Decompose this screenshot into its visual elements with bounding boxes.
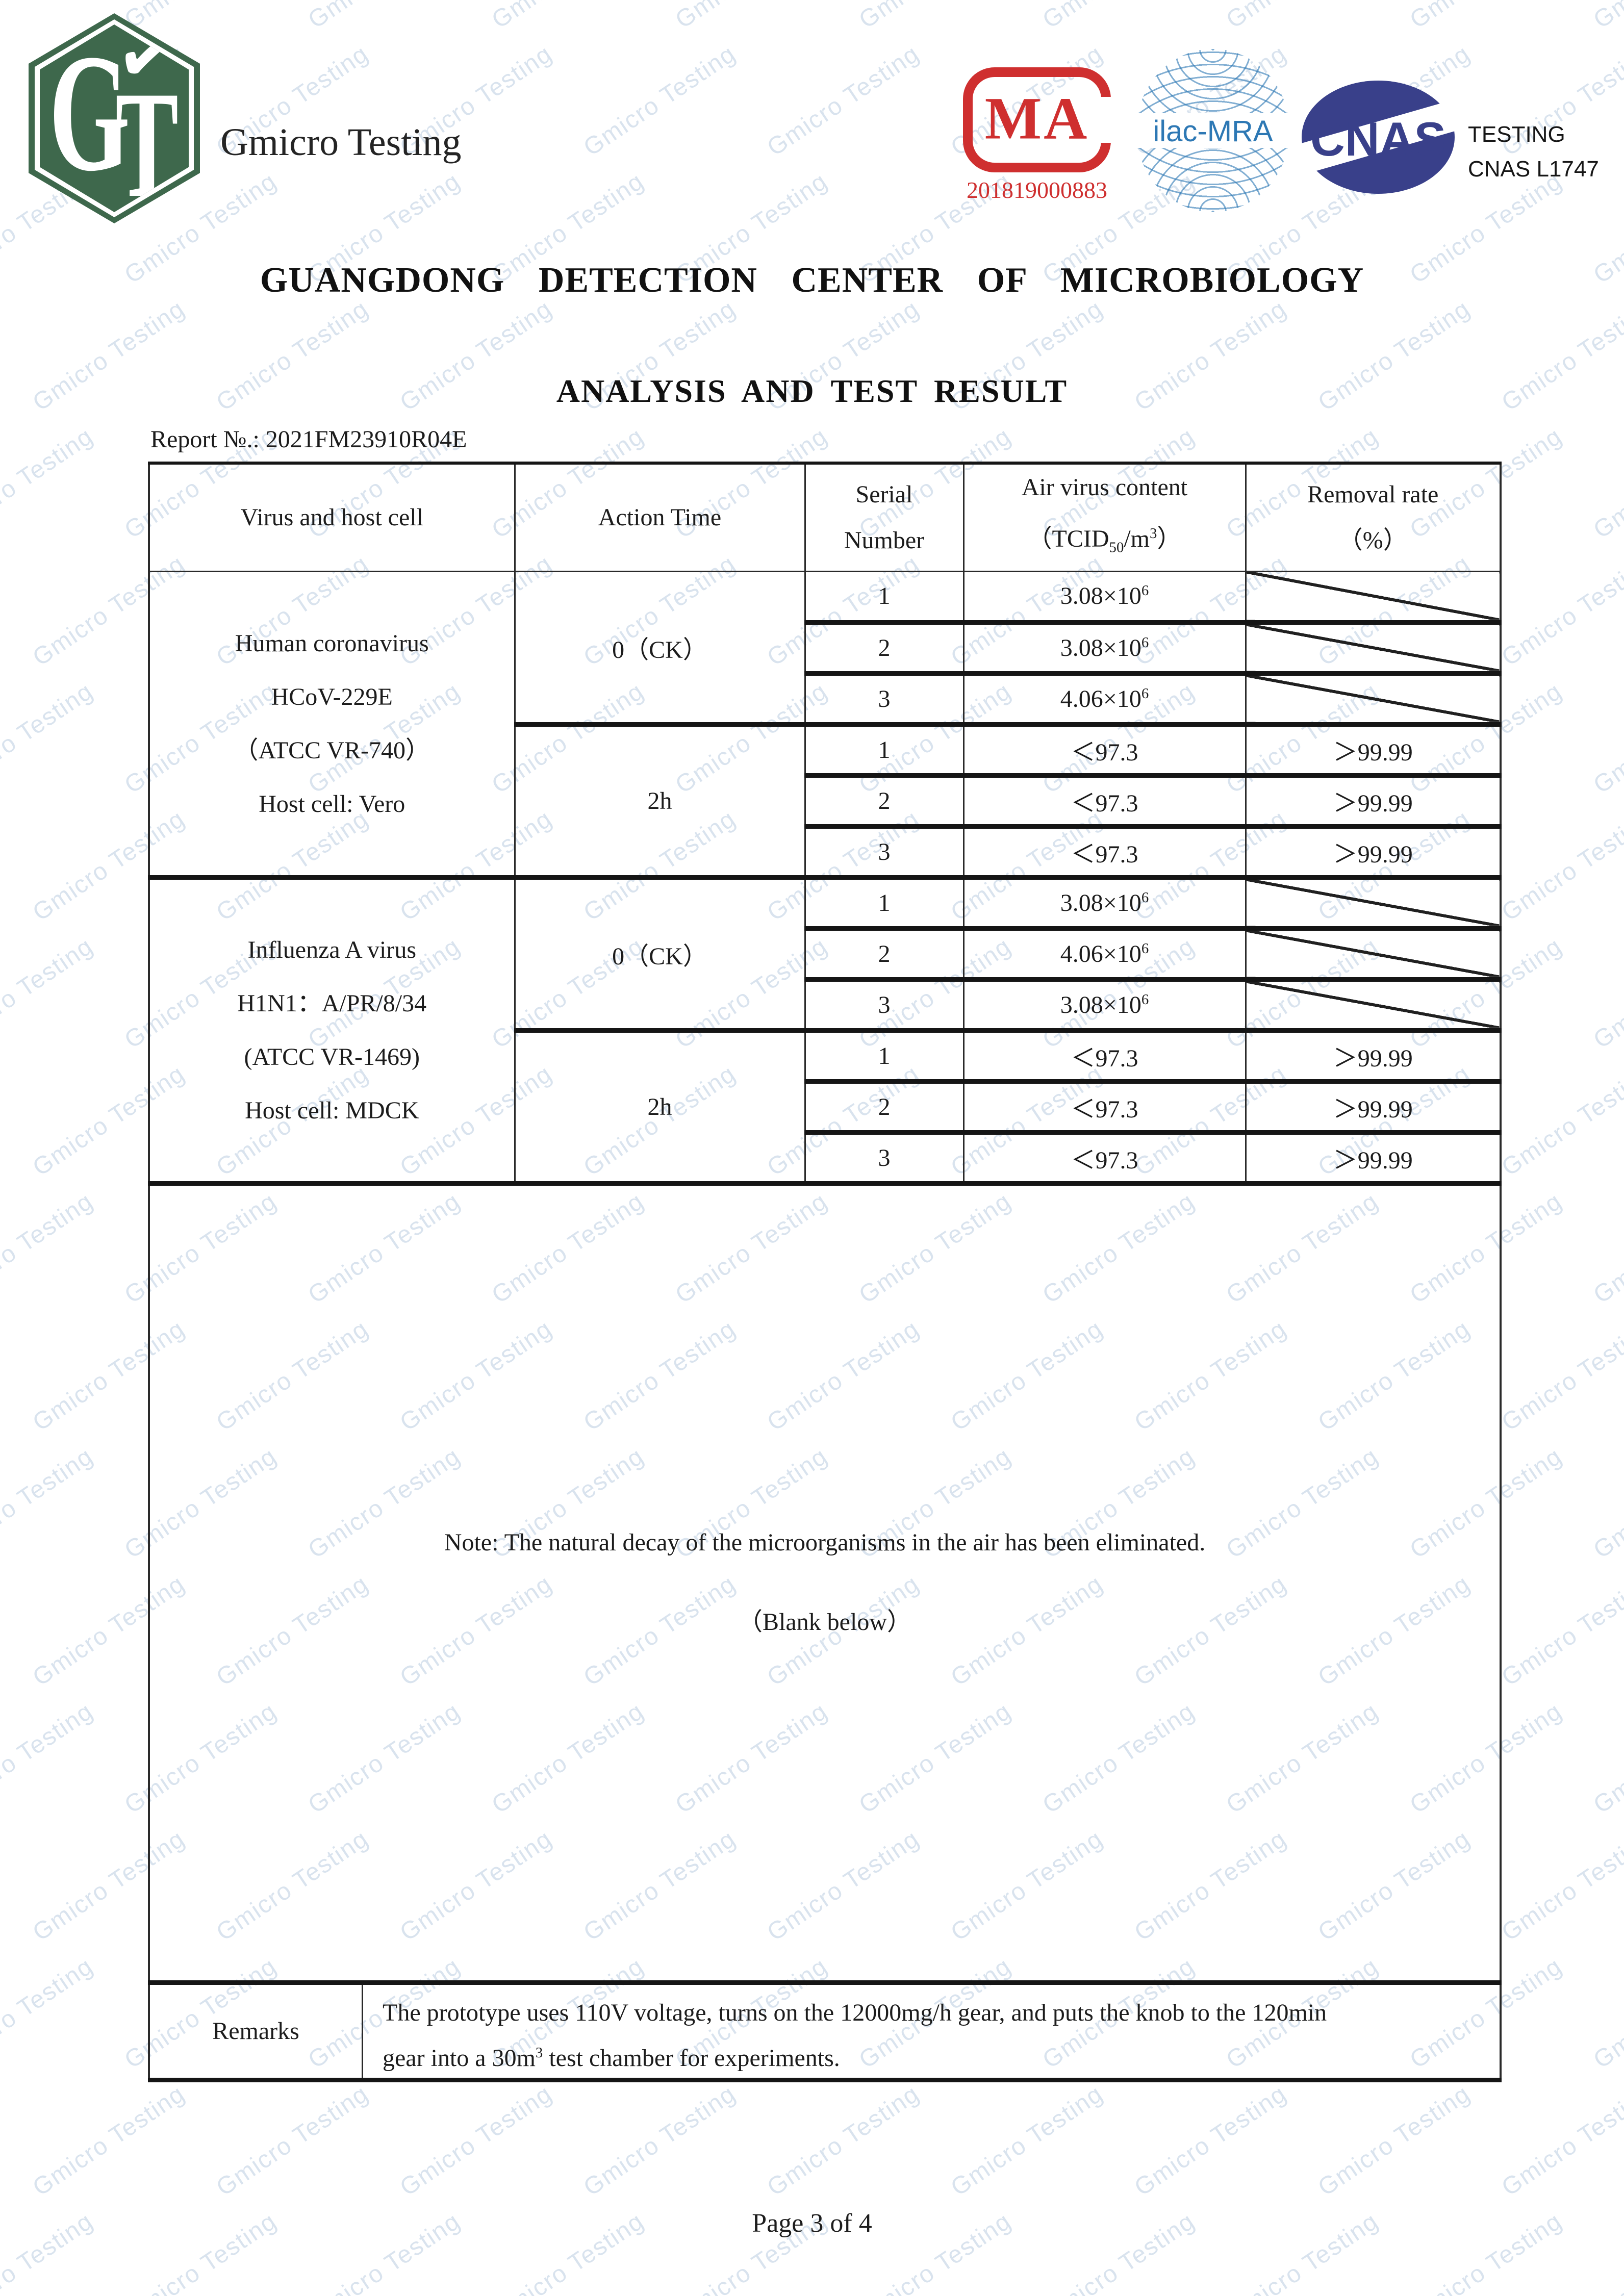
virus-content-cell: 3.08×106 [962,977,1247,1031]
virus-host-cell-1: Human coronavirus HCoV-229E （ATCC VR-740… [148,570,516,878]
remarks-row: Remarks The prototype uses 110V voltage,… [148,1980,1502,2081]
virus-content-cell: ＜97.3 [962,722,1247,776]
action-time-cell: 2h [514,722,806,878]
removal-cell: ＞99.99 [1245,1028,1502,1082]
col-header-content: Air virus content （TCID50/m3） [962,462,1247,572]
cma-certificate-number: 201819000883 [967,177,1107,203]
col-header-action: Action Time [514,462,806,572]
removal-cell-crossed [1245,620,1502,674]
ilac-mra-label: ilac-MRA [1153,115,1273,148]
removal-cell: ＞99.99 [1245,1079,1502,1133]
report-number: Report №.: 2021FM23910R04E [150,426,467,453]
virus-content-cell: ＜97.3 [962,1028,1247,1082]
virus-content-cell: ＜97.3 [962,773,1247,827]
cma-ring-notch [1097,97,1113,143]
note-row: Note: The natural decay of the microorga… [148,1181,1502,1983]
serial-cell: 3 [804,824,965,878]
note-cell: Note: The natural decay of the microorga… [148,1181,1502,1983]
table-row: 3 3.08×106 [149,977,1502,1031]
table-header-row: Virus and host cell Action Time Serial N… [148,462,1502,572]
virus-content-cell: 4.06×106 [962,671,1247,725]
col-header-virus: Virus and host cell [148,462,516,572]
serial-cell: 2 [804,773,965,827]
results-table-wrap: Virus and host cell Action Time Serial N… [148,462,1502,2082]
removal-cell-crossed [1245,875,1502,929]
center-name-title: GUANGDONG DETECTION CENTER OF MICROBIOLO… [260,261,1364,300]
table-row: 3 ＜97.3 ＞99.99 [149,824,1502,878]
cnas-caption-line1: TESTING [1468,122,1565,147]
table-row: 2 ＜97.3 ＞99.99 [149,1079,1502,1133]
cma-ring-icon [963,67,1111,172]
serial-cell: 2 [804,926,965,980]
ilac-band [1132,113,1293,148]
logo-letter-g: G [49,20,131,206]
serial-cell: 3 [804,671,965,725]
table-row: 2 3.08×106 [149,620,1502,674]
logo-letter-t: T [115,60,179,229]
removal-cell-crossed [1245,570,1502,623]
table-row: 2h 1 ＜97.3 ＞99.99 [149,1028,1502,1184]
col-header-serial: Serial Number [804,462,965,572]
serial-cell: 3 [804,977,965,1031]
table-row: 2 ＜97.3 ＞99.99 [149,773,1502,827]
note-text: Note: The natural decay of the microorga… [444,1529,1206,1557]
removal-cell: ＞99.99 [1245,773,1502,827]
document-title: ANALYSIS AND TEST RESULT [556,373,1068,409]
ilac-mra-mark: ilac-MRA [1132,49,1293,212]
results-table: Virus and host cell Action Time Serial N… [148,462,1502,2082]
virus-content-cell: 3.08×106 [962,620,1247,674]
action-time-cell: 0（CK） [514,570,806,725]
removal-cell: ＞99.99 [1245,824,1502,878]
serial-cell: 2 [804,1079,965,1133]
table-row: Influenza A virus H1N1：A/PR/8/34 (ATCC V… [148,875,1502,1184]
removal-cell-crossed [1245,926,1502,980]
cnas-mark: CNAS [1289,81,1467,194]
serial-cell: 3 [804,1130,965,1184]
virus-content-cell: 3.08×106 [962,875,1247,929]
action-time-cell: 0（CK） [514,875,806,1031]
virus-host-cell-2: Influenza A virus H1N1：A/PR/8/34 (ATCC V… [148,875,516,1184]
virus-content-cell: 4.06×106 [962,926,1247,980]
cnas-caption: TESTING CNAS L1747 [1468,117,1599,187]
table-row: Human coronavirus HCoV-229E （ATCC VR-740… [148,570,1502,878]
table-row: 2h 1 ＜97.3 ＞99.99 [149,722,1502,878]
remarks-text: The prototype uses 110V voltage, turns o… [383,1999,1327,2072]
table-row: 2 4.06×106 [149,926,1502,980]
serial-cell: 2 [804,620,965,674]
action-time-cell: 2h [514,1028,806,1184]
cnas-caption-line2: CNAS L1747 [1468,157,1599,182]
brand-name: Gmicro Testing [220,121,462,164]
cma-mark: MA [963,67,1113,172]
cma-letters: MA [984,85,1089,152]
removal-cell: ＞99.99 [1245,722,1502,776]
remarks-label: Remarks [150,1984,363,2078]
virus-content-cell: ＜97.3 [962,1130,1247,1184]
table-row: 3 ＜97.3 ＞99.99 [149,1130,1502,1184]
serial-cell: 1 [804,1028,965,1082]
removal-cell: ＞99.99 [1245,1130,1502,1184]
serial-cell: 1 [804,570,965,623]
table-row: 3 4.06×106 [149,671,1502,725]
virus-content-cell: ＜97.3 [962,824,1247,878]
virus-content-cell: 3.08×106 [962,570,1247,623]
serial-cell: 1 [804,875,965,929]
serial-cell: 1 [804,722,965,776]
removal-cell-crossed [1245,671,1502,725]
blank-below-text: （Blank below） [738,1609,911,1636]
virus-content-cell: ＜97.3 [962,1079,1247,1133]
gmicro-logo: G ✔ T [29,13,200,223]
cnas-label: CNAS [1310,112,1447,166]
col-header-removal: Removal rate （%） [1245,462,1502,572]
removal-cell-crossed [1245,977,1502,1031]
page-number: Page 3 of 4 [752,2209,872,2238]
